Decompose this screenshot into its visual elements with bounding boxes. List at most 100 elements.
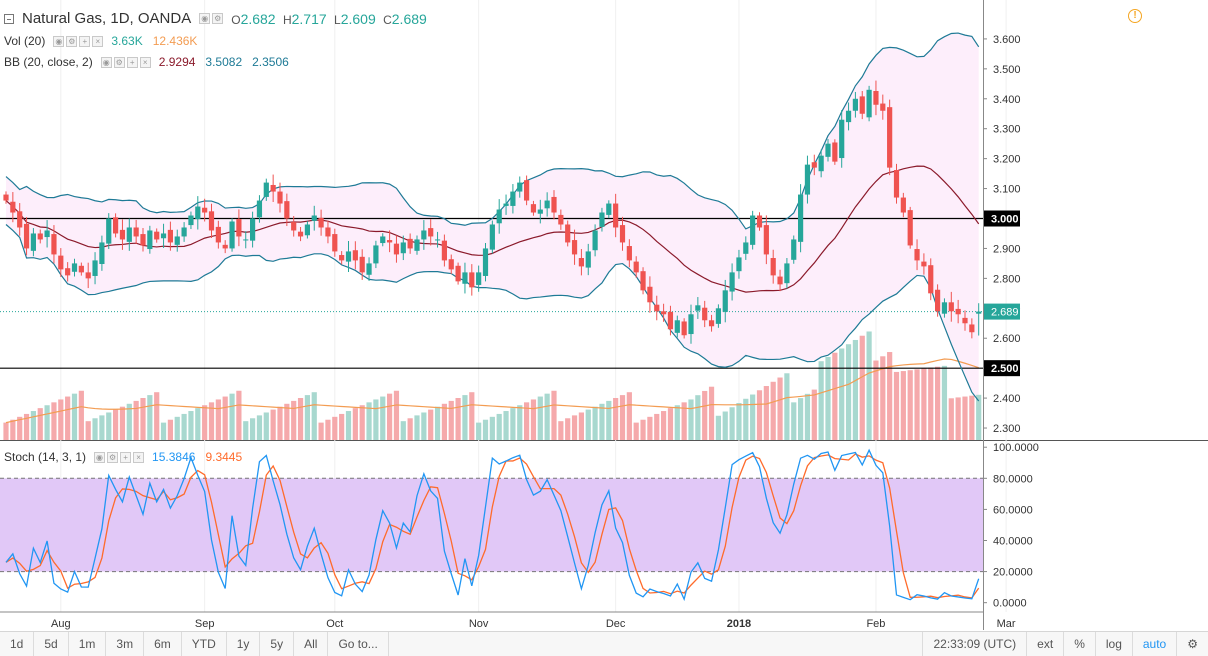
range-button-all[interactable]: All [294,631,329,656]
scale-button-percent[interactable]: % [1063,632,1095,656]
volume-controls[interactable]: ◉ ⚙ + × [53,35,104,47]
add-icon[interactable]: + [120,451,132,463]
candle-body [17,211,23,228]
scale-button-log[interactable]: log [1094,632,1132,656]
legend-controls[interactable]: ◉ ⚙ [199,13,224,24]
eye-icon[interactable]: ◉ [199,13,211,24]
volume-bar [750,394,756,440]
candle-body [530,204,537,213]
scale-button-auto[interactable]: auto [1131,632,1176,656]
range-button-5d[interactable]: 5d [34,631,69,656]
bb-lower-line [5,224,980,402]
close-icon[interactable]: × [92,35,104,47]
candle-body [544,200,550,209]
goto-button[interactable]: Go to... [328,631,389,656]
volume-bar [202,405,208,440]
candle-body [414,239,420,251]
candle-body [832,142,838,162]
range-button-5y[interactable]: 5y [260,631,295,656]
candle-body [722,290,728,312]
candle-body [955,308,961,315]
scale-button-ext[interactable]: ext [1026,632,1063,656]
volume-bar [743,398,749,440]
candle-body [715,308,721,324]
candle-body [284,201,290,219]
candle-body [160,233,167,239]
volume-bar [941,365,948,440]
bb-upper-line [5,32,980,230]
time-tick-label: Sep [195,618,215,630]
volume-bar [496,413,502,440]
candle-body [462,272,468,284]
volume-bar [181,413,187,440]
bb-legend: BB (20, close, 2) ◉ ⚙ + × 2.9294 3.5082 2.3… [4,55,289,69]
volume-bar [434,406,441,440]
range-button-1m[interactable]: 1m [69,631,107,656]
volume-bar [880,356,886,440]
candle-body [948,302,954,312]
volume-bar [825,356,831,440]
settings-gear-icon[interactable]: ⚙ [1176,632,1208,656]
candle-body [434,239,441,241]
ohlc-values: O2.682 H2.717 L2.609 C2.689 [231,11,431,27]
range-button-6m[interactable]: 6m [144,631,182,656]
price-tick-label: 2.300 [993,423,1021,435]
eye-icon[interactable]: ◉ [100,56,112,68]
volume-bar [30,411,36,440]
volume-bar [140,398,146,440]
volume-bar [421,412,427,440]
candle-body [3,194,9,201]
volume-bar [578,412,584,440]
stoch-title[interactable]: Stoch (14, 3, 1) [4,450,87,464]
volume-bar [674,405,680,440]
range-button-1d[interactable]: 1d [0,631,35,656]
time-tick-label: Aug [51,618,71,630]
volume-bar [51,402,57,440]
bb-mid-value: 2.9294 [158,55,196,69]
eye-icon[interactable]: ◉ [53,35,65,47]
candle-body [702,307,708,321]
price-tick-label: 3.200 [993,154,1021,166]
volume-bar [92,418,98,440]
bb-title[interactable]: BB (20, close, 2) [4,55,93,69]
price-tick-label: 3.500 [993,64,1021,76]
gear-icon[interactable]: ⚙ [113,56,125,68]
gear-icon[interactable]: ⚙ [212,13,224,24]
volume-bar [832,352,838,440]
candle-body [352,250,358,261]
chart-canvas[interactable]: 3.600 3.500 3.400 3.300 3.200 3.100 3.000 2.900… [0,0,1208,631]
candle-body [900,197,906,213]
close-icon[interactable]: × [133,451,145,463]
warning-icon[interactable]: ! [1128,9,1142,23]
candle-body [640,271,646,291]
volume-title[interactable]: Vol (20) [4,34,46,48]
volume-bar [558,421,564,440]
candle-body [469,272,475,288]
stoch-tick-label: 80.0000 [993,473,1033,485]
bb-controls[interactable]: ◉ ⚙ + × [100,56,151,68]
volume-bar [366,402,372,440]
range-button-1y[interactable]: 1y [227,631,261,656]
stoch-controls[interactable]: ◉ ⚙ + × [94,451,145,463]
candle-body [537,209,543,214]
gear-icon[interactable]: ⚙ [66,35,78,47]
add-icon[interactable]: + [79,35,91,47]
clock-display: 22:33:09 (UTC) [922,632,1026,656]
candle-body [667,311,674,330]
collapse-icon[interactable] [4,13,14,24]
volume-bar [935,366,941,440]
add-icon[interactable]: + [126,56,138,68]
symbol-title[interactable]: Natural Gas, 1D, OANDA [22,10,192,27]
gear-icon[interactable]: ⚙ [107,451,119,463]
volume-bar [154,392,160,440]
volume-bar [722,411,728,440]
candle-body [578,258,584,267]
range-button-ytd[interactable]: YTD [182,631,227,656]
close-icon[interactable]: × [139,56,151,68]
volume-bar [99,415,105,440]
candle-body [935,289,941,312]
price-tick-label: 2.900 [993,243,1021,255]
eye-icon[interactable]: ◉ [94,451,106,463]
range-button-3m[interactable]: 3m [106,631,145,656]
candle-body [825,143,831,157]
